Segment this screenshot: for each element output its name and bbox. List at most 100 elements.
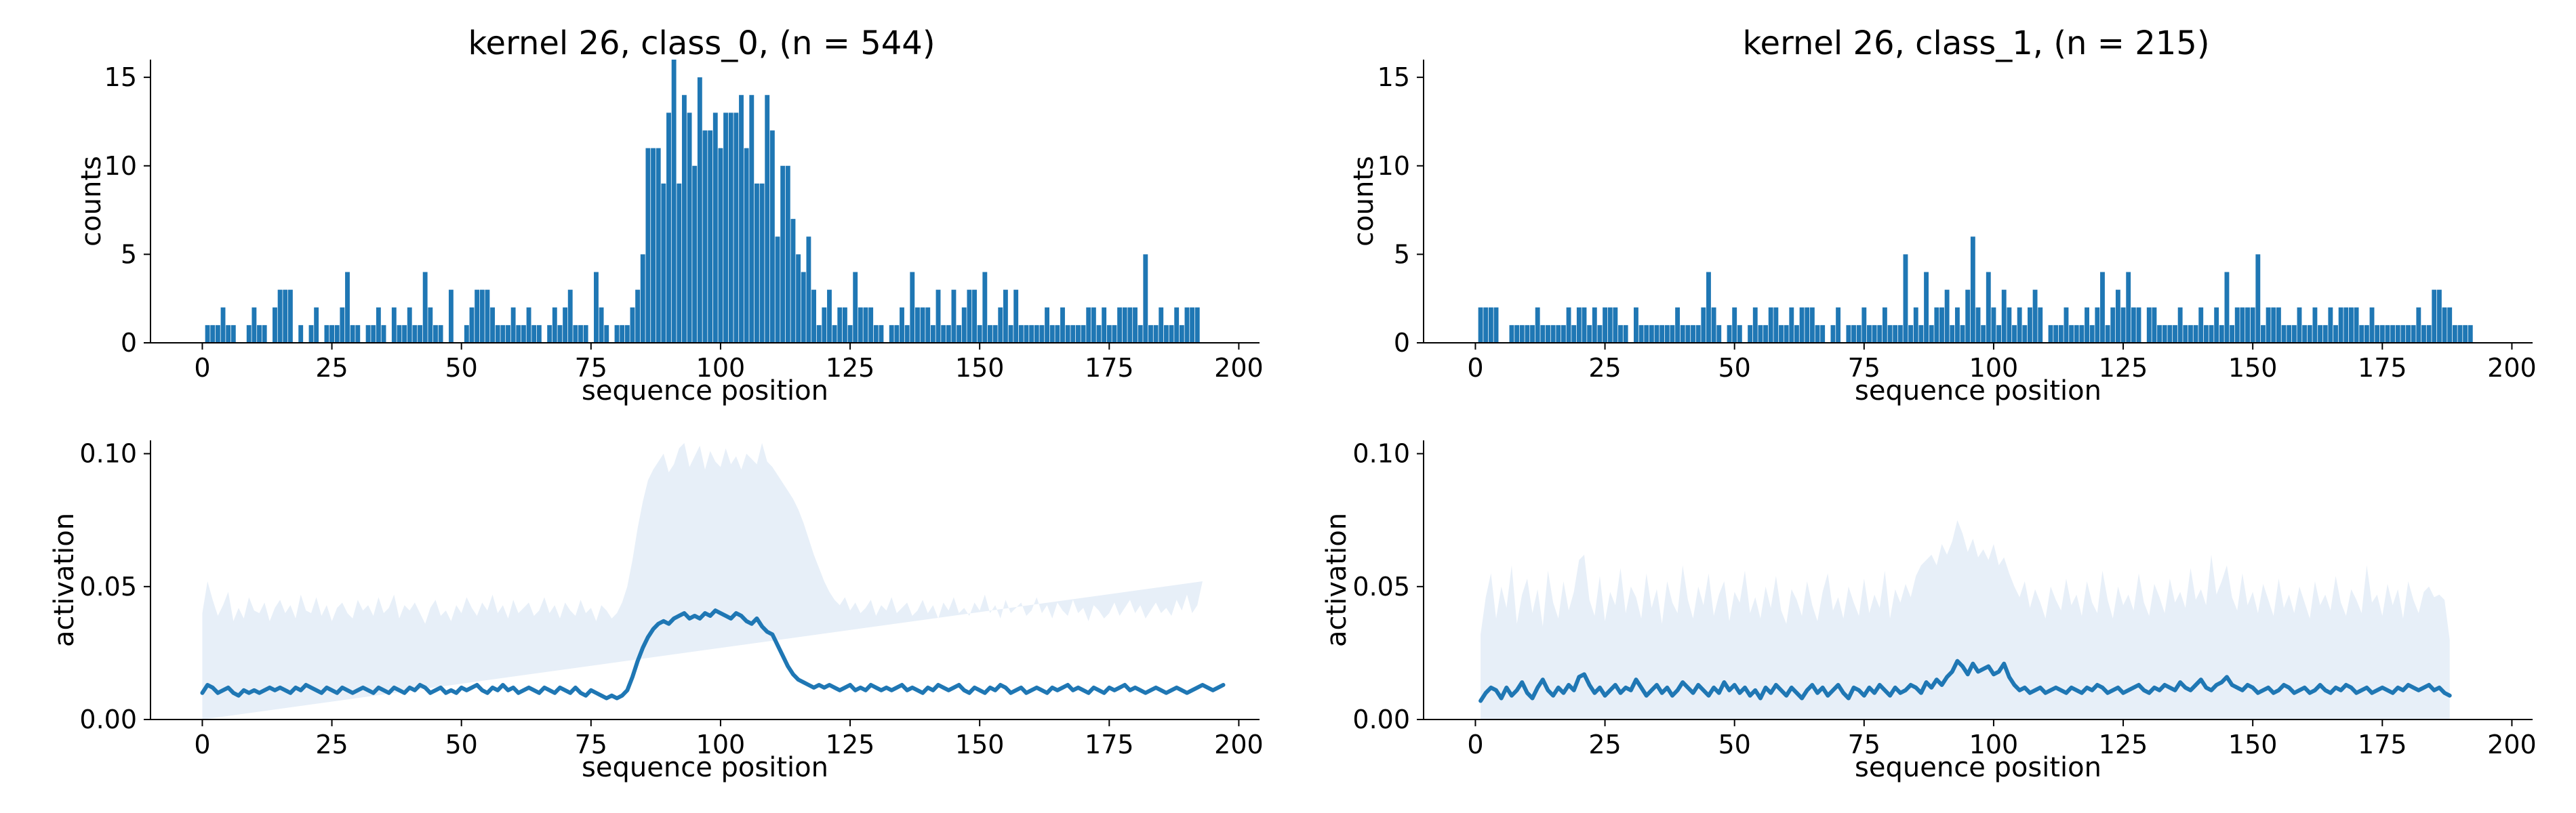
histogram-bar [402, 325, 407, 343]
x-tick-label: 75 [575, 730, 607, 759]
plot-marks [205, 60, 1200, 343]
histogram-bar [1924, 272, 1929, 343]
histogram-bar [371, 325, 376, 343]
histogram-bar [1773, 307, 1779, 343]
histogram-bar [863, 307, 868, 343]
y-tick-label: 0.00 [79, 705, 137, 734]
histogram-bar [967, 289, 972, 343]
histogram-bar [2095, 307, 2100, 343]
histogram-bar [1184, 307, 1190, 343]
histogram-bar [935, 289, 941, 343]
histogram-bar [1018, 325, 1024, 343]
histogram-bar [1029, 325, 1034, 343]
histogram-bar [2359, 325, 2364, 343]
histogram-bar [759, 183, 765, 343]
x-tick-label: 150 [955, 353, 1005, 383]
histogram-bar [2406, 325, 2411, 343]
histogram-bar [2302, 325, 2308, 343]
histogram-bar [2364, 325, 2369, 343]
histogram-bar [329, 325, 335, 343]
histogram-bar [2209, 325, 2214, 343]
histogram-bar [1954, 307, 1960, 343]
histogram-bar [2146, 307, 2152, 343]
histogram-bar [739, 95, 744, 343]
histogram-bar [2432, 289, 2437, 343]
histogram-bar [1179, 325, 1184, 343]
histogram-bar [210, 325, 216, 343]
histogram-bar [2312, 307, 2318, 343]
histogram-bar [858, 307, 863, 343]
x-axis-label: sequence position [582, 375, 828, 406]
histogram-bar [365, 325, 371, 343]
histogram-bar [1613, 307, 1618, 343]
histogram-bar [1133, 307, 1138, 343]
histogram-bar [1897, 325, 1903, 343]
histogram-bar [1546, 325, 1550, 343]
histogram-bar [1566, 307, 1571, 343]
histogram-bar [1587, 325, 1592, 343]
histogram-bar [2348, 307, 2354, 343]
histogram-bar [1138, 325, 1143, 343]
histogram-bar [1117, 307, 1123, 343]
activation-mean-line [200, 608, 1226, 701]
histogram-bar [1603, 307, 1608, 343]
histogram-bar [930, 325, 935, 343]
histogram-bar [1732, 307, 1737, 343]
x-tick-label: 125 [826, 353, 875, 383]
histogram-bar [2198, 307, 2204, 343]
histogram-bar [1805, 307, 1810, 343]
x-tick-label: 50 [445, 353, 478, 383]
histogram-bar [2379, 325, 2385, 343]
histogram-bar [2219, 325, 2224, 343]
histogram-bar [2105, 325, 2110, 343]
histogram-bar [1918, 325, 1924, 343]
histogram-bar [2152, 307, 2157, 343]
histogram-bar [998, 307, 1003, 343]
histogram-bar [651, 148, 656, 343]
x-tick-label: 75 [1848, 730, 1880, 759]
histogram-bar [1659, 325, 1665, 343]
x-tick-label: 0 [194, 353, 210, 383]
histogram-bar [2395, 325, 2400, 343]
histogram-bar [1190, 307, 1195, 343]
histogram-bar [1112, 325, 1117, 343]
histogram-bar [2173, 325, 2177, 343]
histogram-bar [2390, 325, 2396, 343]
histogram-bar [2338, 307, 2343, 343]
histogram-bar [2442, 307, 2447, 343]
histogram-bar [2271, 307, 2276, 343]
y-ticks: 0 5 10 15 [104, 62, 150, 358]
histogram-bar [226, 325, 231, 343]
histogram-bar [982, 272, 988, 343]
x-tick-label: 0 [194, 730, 210, 759]
histogram-bar [376, 307, 381, 343]
histogram-bar [2053, 325, 2059, 343]
histogram-bar [1153, 325, 1159, 343]
histogram-bar [1194, 307, 1200, 343]
histogram-bar [345, 272, 350, 343]
histogram-bar [988, 325, 992, 343]
histogram-bar [1815, 325, 1820, 343]
panel-activation-class0: 0 25 50 75 100 125 150 175 200 0.00 0.05 0.10 sequ… [49, 439, 1264, 783]
histogram-bar [915, 307, 920, 343]
x-tick-label: 75 [1848, 353, 1880, 383]
histogram-bar [728, 112, 733, 343]
histogram-bar [687, 112, 692, 343]
histogram-bar [283, 289, 288, 343]
x-tick-label: 50 [1718, 730, 1751, 759]
histogram-bar [2318, 325, 2322, 343]
histogram-bar [2136, 307, 2141, 343]
histogram-bar [796, 254, 801, 343]
histogram-bar [205, 325, 210, 343]
histogram-bar [2022, 325, 2028, 343]
histogram-bar [1768, 307, 1773, 343]
histogram-bar [1784, 325, 1789, 343]
x-tick-label: 100 [696, 353, 746, 383]
histogram-bar [733, 112, 739, 343]
histogram-bar [422, 272, 428, 343]
histogram-bar [2322, 325, 2328, 343]
histogram-bar [946, 325, 951, 343]
histogram-bar [412, 325, 418, 343]
y-axis-label: activation [49, 513, 80, 647]
histogram-bar [1163, 325, 1169, 343]
